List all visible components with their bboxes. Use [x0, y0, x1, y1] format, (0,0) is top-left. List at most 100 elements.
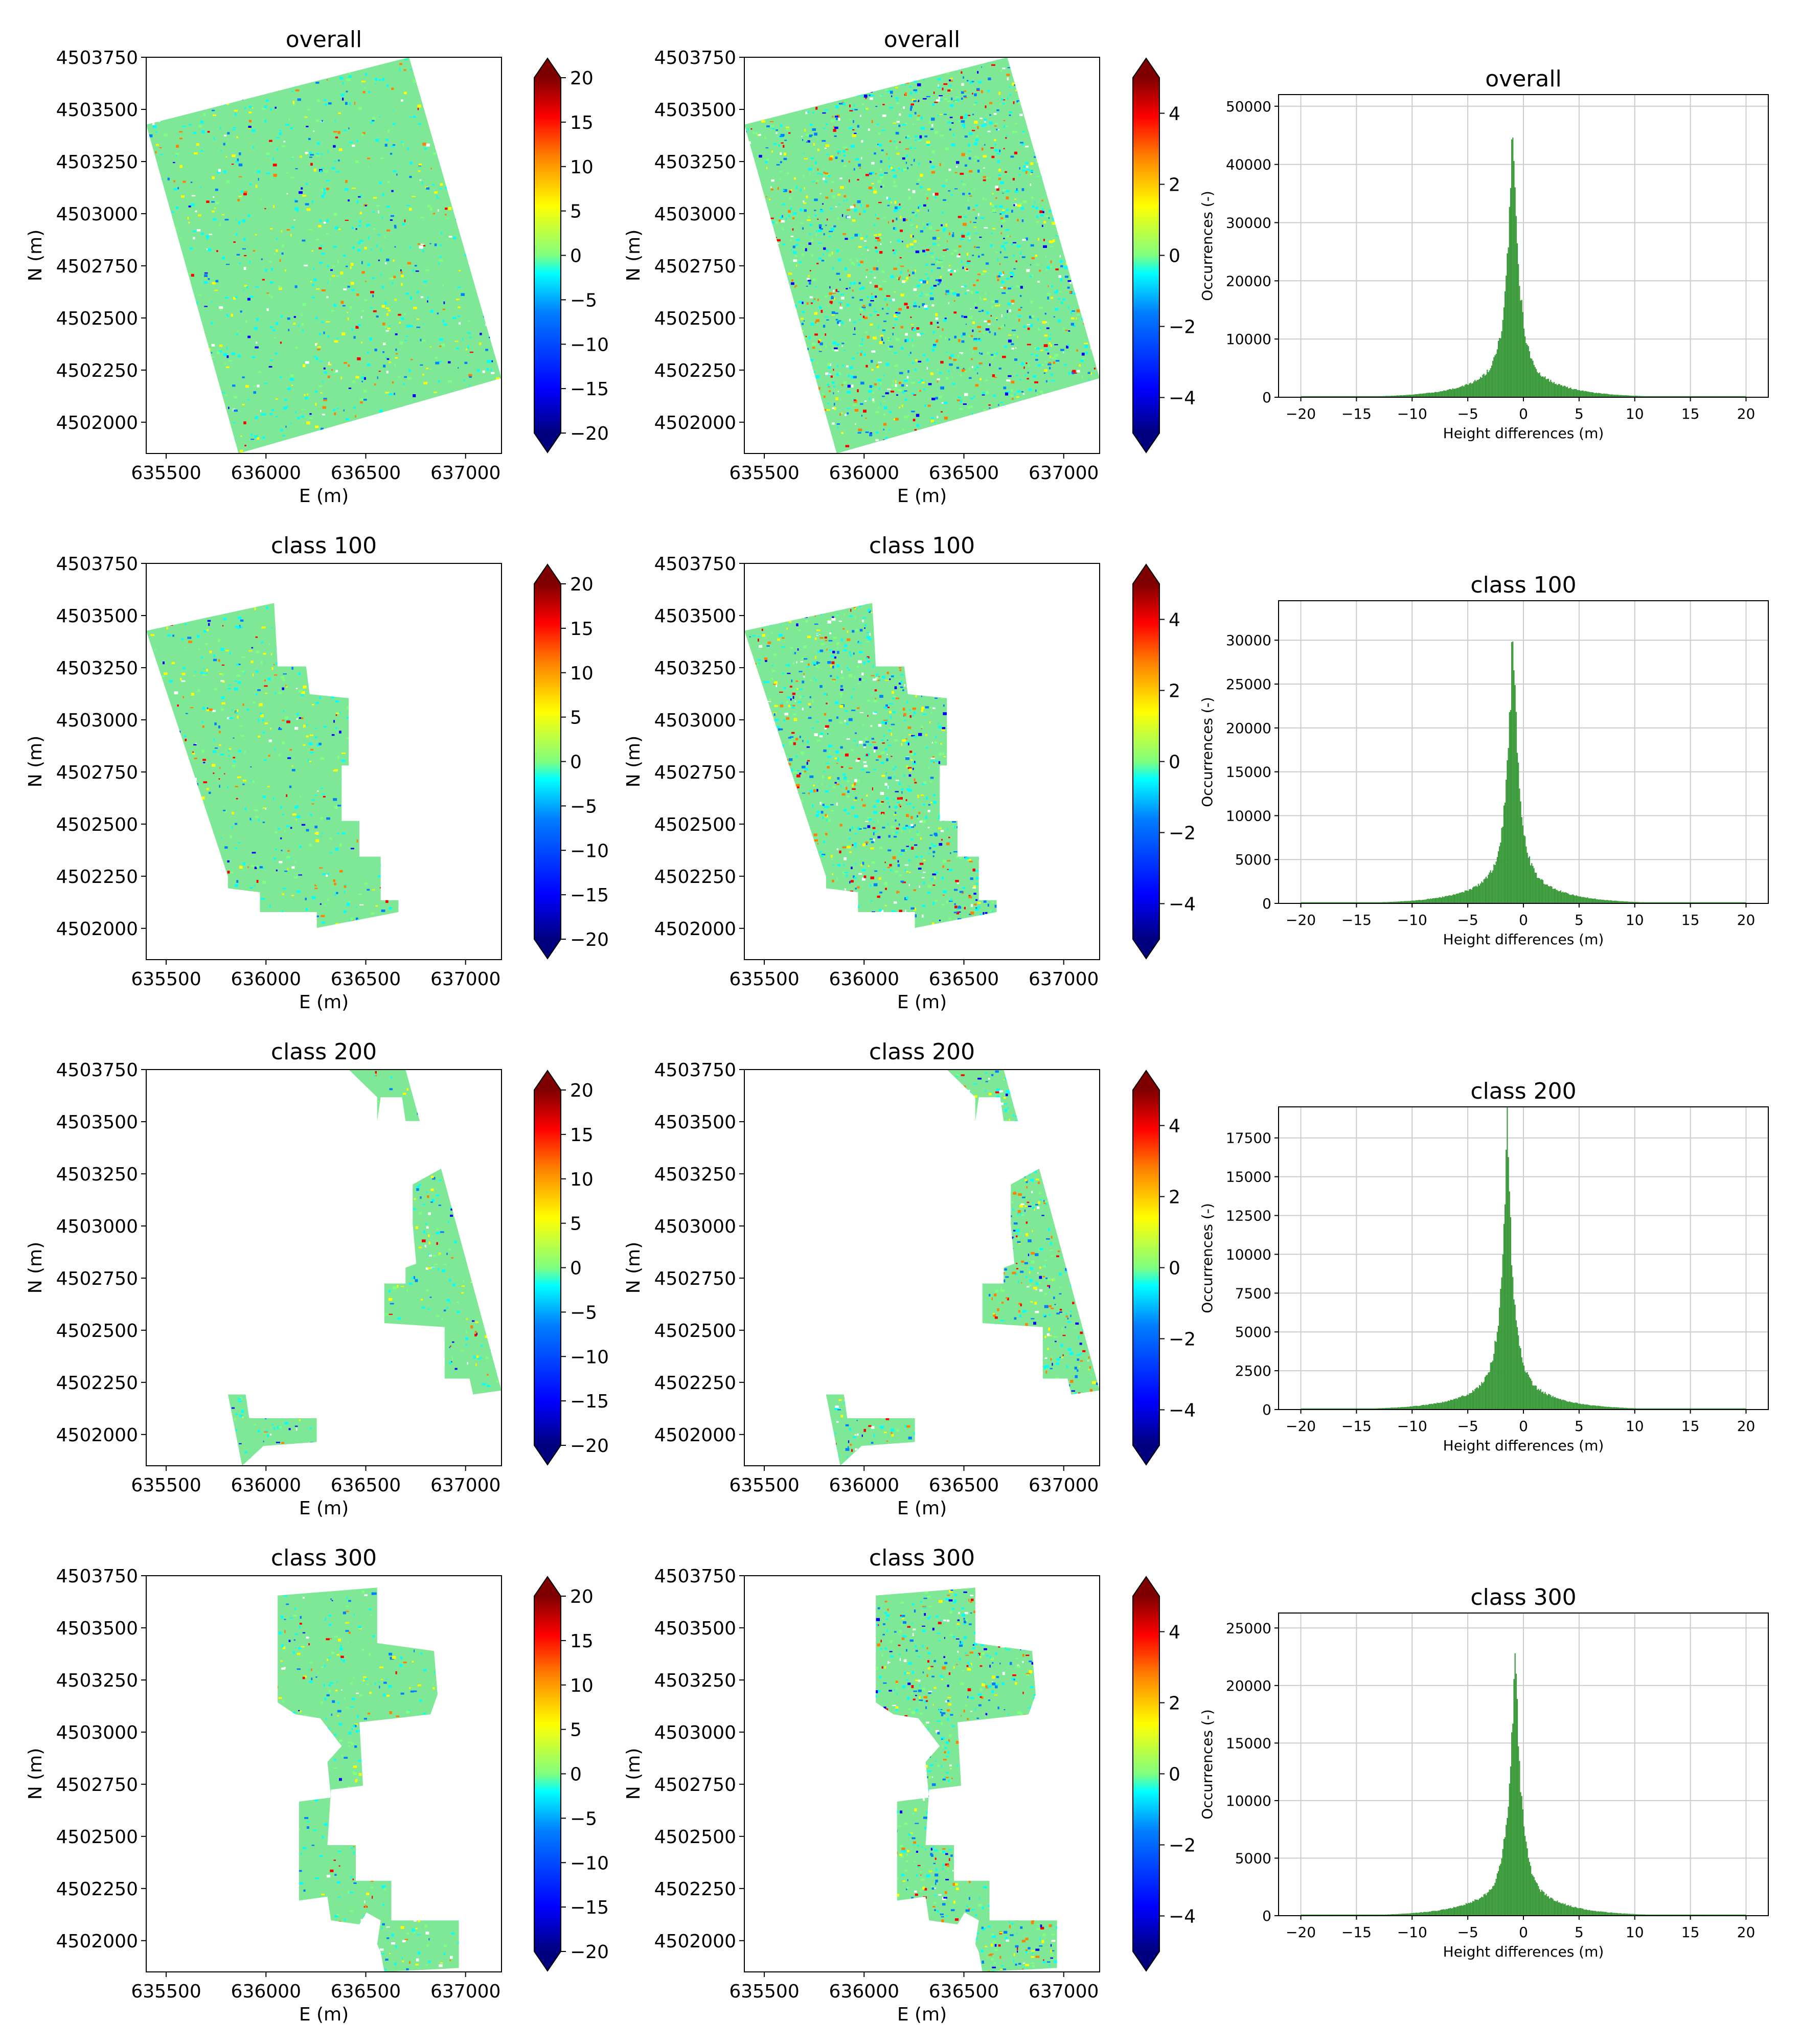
- hist-class-100-bar: [1469, 889, 1470, 903]
- hist-class-100-bar: [1740, 902, 1742, 903]
- hist-class-200-bar: [1741, 1408, 1743, 1410]
- hist-class-100-bar: [1472, 888, 1474, 903]
- hist-class-200-bar: [1685, 1408, 1688, 1410]
- hist-class-200-bar: [1575, 1402, 1576, 1410]
- hist-overall-bar: [1473, 381, 1475, 397]
- hist-class-200-bar: [1566, 1401, 1568, 1410]
- hist-overall-xtick-label: 10: [1626, 405, 1644, 422]
- hist-class-200-bar: [1462, 1395, 1464, 1410]
- hist-overall-bar: [1330, 396, 1331, 397]
- hist-class-100-bar: [1361, 902, 1362, 903]
- hist-class-300-bar: [1509, 1783, 1510, 1916]
- hist-class-300-bar: [1637, 1914, 1638, 1916]
- map-abs-class-100-xtick-label: 636000: [231, 969, 301, 990]
- hist-overall-bar: [1682, 396, 1684, 397]
- hist-overall-bar: [1415, 394, 1417, 397]
- hist-class-100-bar: [1404, 901, 1406, 903]
- map-signed-class-300-title: class 300: [869, 1545, 975, 1571]
- hist-class-100-bar: [1451, 895, 1452, 903]
- hist-class-100-bar: [1416, 900, 1418, 903]
- hist-class-100-bar: [1459, 893, 1460, 903]
- hist-class-200-bar: [1395, 1407, 1397, 1410]
- hist-class-200-bar: [1431, 1403, 1432, 1410]
- hist-class-200-bar: [1405, 1406, 1407, 1410]
- hist-class-300-bar: [1365, 1914, 1367, 1916]
- map-abs-class-200-title: class 200: [271, 1039, 377, 1065]
- map-signed-class-200-colorbar-min-arrow: [1133, 1445, 1159, 1465]
- hist-overall-bar: [1400, 395, 1401, 397]
- hist-class-300-ytick-label: 5000: [1235, 1850, 1271, 1867]
- hist-class-300-bar: [1312, 1914, 1313, 1916]
- hist-class-100-bar: [1573, 895, 1575, 903]
- hist-class-100-bar: [1576, 895, 1577, 903]
- hist-class-200-bar: [1547, 1394, 1550, 1410]
- hist-class-200-bar: [1313, 1408, 1314, 1410]
- hist-class-200-bar: [1371, 1408, 1372, 1410]
- hist-class-100-bar: [1443, 897, 1445, 903]
- hist-overall-bar: [1640, 396, 1642, 397]
- hist-overall-bar: [1607, 394, 1608, 397]
- hist-class-300-bar: [1442, 1909, 1444, 1916]
- hist-class-300-bar: [1551, 1898, 1553, 1916]
- hist-overall-bar: [1639, 396, 1640, 397]
- hist-class-100-bar: [1676, 902, 1677, 903]
- hist-overall-bar: [1326, 396, 1328, 397]
- hist-class-300-bar: [1691, 1914, 1693, 1916]
- hist-overall-bar: [1484, 375, 1486, 397]
- hist-class-200-bar: [1331, 1408, 1332, 1410]
- hist-overall-bar: [1317, 396, 1319, 397]
- hist-class-100-bar: [1457, 893, 1459, 903]
- hist-class-100-bar: [1657, 902, 1658, 903]
- hist-class-200-bar: [1702, 1408, 1704, 1410]
- hist-overall-bar: [1354, 396, 1356, 397]
- hist-class-100-xtick-label: −5: [1457, 912, 1478, 928]
- hist-overall-bar: [1671, 396, 1673, 397]
- hist-class-200-bar: [1599, 1405, 1601, 1410]
- hist-class-200-bar: [1336, 1408, 1338, 1410]
- hist-class-100-bar: [1497, 851, 1499, 903]
- hist-class-100-bar: [1489, 872, 1490, 903]
- hist-class-300-bar: [1633, 1914, 1635, 1916]
- map-abs-class-200-ylabel: N (m): [25, 1242, 46, 1294]
- map-signed-overall-xlabel: E (m): [897, 486, 947, 507]
- hist-class-300-bar: [1393, 1914, 1395, 1916]
- hist-class-200-bar: [1630, 1408, 1632, 1410]
- hist-overall-bar: [1431, 392, 1432, 397]
- hist-class-200-bar: [1519, 1346, 1520, 1410]
- hist-class-100-bar: [1481, 881, 1483, 903]
- hist-class-200-bar: [1698, 1408, 1700, 1410]
- hist-class-200-bar: [1692, 1408, 1694, 1410]
- hist-class-300-bar: [1466, 1903, 1468, 1916]
- map-abs-class-100-ytick-label: 4502750: [56, 762, 138, 783]
- hist-class-300-bar: [1558, 1902, 1559, 1916]
- hist-overall-bar: [1314, 396, 1315, 397]
- hist-overall-bar: [1347, 396, 1349, 397]
- map-abs-class-100-colorbar-tick-label: −15: [570, 885, 609, 906]
- hist-overall-bar: [1319, 396, 1321, 397]
- hist-class-300-bar: [1673, 1914, 1675, 1916]
- hist-overall-bar: [1560, 385, 1562, 397]
- hist-class-300-bar: [1541, 1890, 1543, 1916]
- hist-class-100-bar: [1423, 899, 1425, 903]
- hist-class-200-bar: [1449, 1401, 1450, 1410]
- hist-overall-bar: [1565, 387, 1567, 397]
- map-signed-class-200-colorbar-max-arrow: [1133, 1071, 1159, 1090]
- hist-class-100-bar: [1677, 902, 1678, 903]
- hist-class-100-bar: [1393, 901, 1395, 903]
- hist-class-100-bar: [1523, 835, 1525, 903]
- hist-class-300-bar: [1377, 1914, 1379, 1916]
- hist-class-200-bar: [1380, 1408, 1381, 1410]
- hist-class-100-bar: [1352, 902, 1353, 903]
- hist-overall-bar: [1597, 393, 1598, 397]
- hist-class-200-bar: [1465, 1396, 1467, 1410]
- hist-overall-bar: [1615, 395, 1617, 397]
- hist-class-100-bar: [1710, 902, 1712, 903]
- hist-class-200-bar: [1522, 1362, 1523, 1410]
- hist-class-200-bar: [1591, 1405, 1592, 1410]
- map-abs-overall-colorbar-max-arrow: [534, 58, 561, 78]
- hist-class-100-bar: [1658, 902, 1659, 903]
- hist-class-300-bar: [1742, 1914, 1744, 1916]
- hist-class-300-bar: [1499, 1866, 1500, 1916]
- hist-overall-bar: [1394, 395, 1396, 397]
- hist-overall-bar: [1652, 396, 1654, 397]
